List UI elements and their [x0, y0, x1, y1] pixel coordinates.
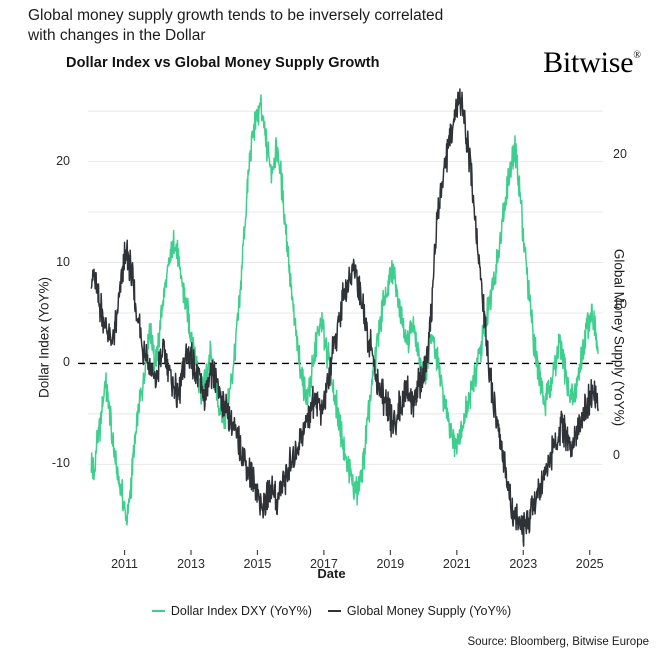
legend-label: Dollar Index DXY (YoY%): [170, 604, 312, 618]
bitwise-logo: Bitwise®: [543, 46, 641, 80]
x-axis-title: Date: [317, 566, 346, 581]
x-axis-tick-label: 2021: [442, 557, 471, 571]
series-line-money-supply: [90, 88, 599, 547]
x-axis-tick-label: 2017: [309, 557, 338, 571]
y-axis-right-tick-label: 10: [613, 297, 627, 312]
y-axis-left-tick-label: 10: [56, 254, 70, 269]
y-axis-right-title: Global Money Supply (YoY%): [611, 248, 627, 427]
y-axis-left-tick-label: 20: [56, 153, 70, 168]
x-axis-tick-label: 2019: [376, 557, 405, 571]
legend-label: Global Money Supply (YoY%): [346, 604, 512, 618]
legend-item-money-supply[interactable]: Global Money Supply (YoY%): [327, 604, 512, 618]
y-axis-left-tick-label: 0: [63, 355, 70, 370]
brand-name: Bitwise: [543, 46, 634, 79]
x-axis-tick-label: 2013: [177, 557, 205, 571]
x-axis-tick-label: 2025: [575, 557, 604, 571]
y-axis-right-tick-label: 0: [613, 447, 620, 462]
x-axis-tick-label: 2011: [111, 557, 138, 571]
x-axis-tick-label: 2023: [509, 557, 538, 571]
y-axis-right-tick-label: 20: [613, 146, 627, 161]
chart-title: Dollar Index vs Global Money Supply Grow…: [66, 55, 380, 71]
registered-mark: ®: [633, 50, 641, 61]
legend-dash-icon: [327, 610, 341, 612]
chart-legend: Dollar Index DXY (YoY%) Global Money Supp…: [0, 604, 663, 618]
headline-text: Global money supply growth tends to be i…: [28, 7, 444, 44]
series-line-dollar-index: [90, 94, 599, 526]
legend-item-dollar-index[interactable]: Dollar Index DXY (YoY%): [151, 604, 312, 618]
x-axis-tick-label: 2015: [243, 557, 272, 571]
y-axis-left-tick-label: -10: [51, 456, 70, 471]
source-note: Source: Bloomberg, Bitwise Europe: [467, 636, 649, 648]
legend-dash-icon: [151, 610, 165, 612]
